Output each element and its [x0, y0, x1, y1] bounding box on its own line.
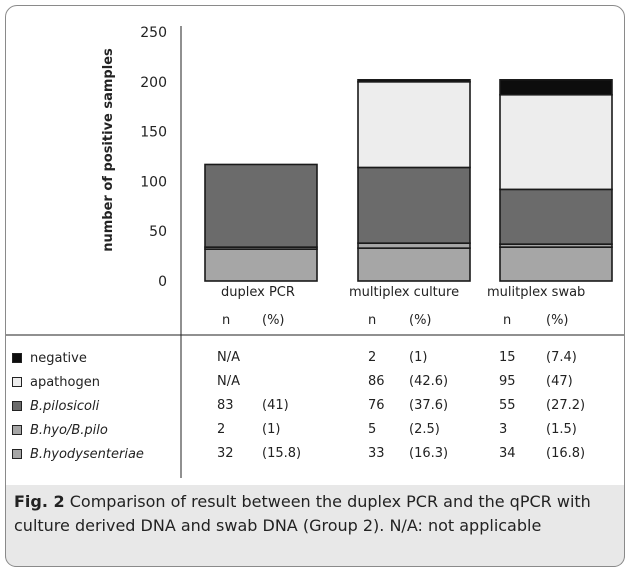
bar-segment	[499, 93, 613, 191]
caption-text: Comparison of result between the duplex …	[14, 492, 591, 535]
legend-item: B.pilosicoli	[12, 397, 99, 415]
table-cell-pct: (15.8)	[262, 446, 302, 461]
table-cell-pct: (1)	[262, 422, 281, 437]
column-header: duplex PCR	[221, 285, 295, 300]
legend-item: apathogen	[12, 373, 100, 391]
figure-caption: Fig. 2 Comparison of result between the …	[14, 490, 614, 538]
table-cell-pct: (2.5)	[409, 422, 440, 437]
column-subheader-pct: (%)	[546, 313, 569, 328]
column-subheader-n: n	[503, 313, 512, 328]
legend-swatch	[12, 401, 22, 411]
table-lines	[6, 32, 624, 478]
legend-item: B.hyo/B.pilo	[12, 421, 108, 439]
table-cell-pct: (47)	[546, 374, 573, 389]
bar-segment	[204, 163, 318, 248]
legend-label: apathogen	[30, 374, 100, 390]
legend-label: B.hyodysenteriae	[30, 446, 144, 462]
table-cell-n: 33	[368, 446, 385, 461]
legend-label: B.hyo/B.pilo	[30, 422, 108, 438]
legend-swatch	[12, 425, 22, 435]
y-axis-label: number of positive samples	[101, 48, 116, 252]
bars	[204, 79, 613, 282]
table-cell-n: 3	[499, 422, 508, 437]
table-cell-n: N/A	[217, 350, 240, 365]
column-subheader-pct: (%)	[409, 313, 432, 328]
y-tick-label: 100	[140, 174, 167, 190]
table-cell-pct: (16.3)	[409, 446, 449, 461]
legend-swatch	[12, 353, 22, 363]
y-tick-label: 250	[140, 25, 167, 41]
column-header: mulitplex swab	[487, 285, 586, 300]
bar-segment	[357, 247, 471, 282]
y-tick-label: 0	[158, 274, 167, 290]
table-cell-n: 34	[499, 446, 516, 461]
table-cell-pct: (27.2)	[546, 398, 586, 413]
table-cell-n: 15	[499, 350, 516, 365]
legend-label: B.pilosicoli	[30, 398, 100, 414]
table-cell-pct: (41)	[262, 398, 289, 413]
table-cell-n: 83	[217, 398, 234, 413]
table-cell-n: 95	[499, 374, 516, 389]
bar-segment	[357, 81, 471, 169]
column-header: multiplex culture	[349, 285, 460, 300]
table-cell-n: 76	[368, 398, 385, 413]
table-cell-n: 2	[368, 350, 377, 365]
y-tick-label: 50	[149, 224, 167, 240]
table-cell-n: 86	[368, 374, 385, 389]
bar-segment	[357, 166, 471, 244]
table-cell-n: 32	[217, 446, 234, 461]
table-cell-n: 2	[217, 422, 226, 437]
legend-item: B.hyodysenteriae	[12, 445, 144, 463]
bar-segment	[499, 188, 613, 245]
legend-swatch	[12, 449, 22, 459]
table-cell-n: 5	[368, 422, 377, 437]
legend-swatch	[12, 377, 22, 387]
table-cell-n: N/A	[217, 374, 240, 389]
table-cell-pct: (1.5)	[546, 422, 577, 437]
column-subheader-pct: (%)	[262, 313, 285, 328]
y-tick-label: 200	[140, 75, 167, 91]
table-cell-pct: (16.8)	[546, 446, 586, 461]
column-subheader-n: n	[222, 313, 231, 328]
bar-segment	[499, 246, 613, 282]
caption-box	[5, 485, 625, 567]
legend-item: negative	[12, 349, 87, 367]
chart-plot: 0 50 100 150 200 250	[6, 25, 624, 478]
table-cell-pct: (1)	[409, 350, 428, 365]
bar-segment	[204, 248, 318, 282]
bar-segment	[499, 79, 613, 96]
caption-label: Fig. 2	[14, 492, 65, 511]
legend-label: negative	[30, 350, 87, 366]
column-subheader-n: n	[368, 313, 377, 328]
bar-segment	[357, 79, 471, 83]
table-cell-pct: (37.6)	[409, 398, 449, 413]
y-axis: 0 50 100 150 200 250	[140, 25, 182, 335]
table-cell-pct: (7.4)	[546, 350, 577, 365]
y-tick-label: 150	[140, 125, 167, 141]
table-cell-n: 55	[499, 398, 516, 413]
table-cell-pct: (42.6)	[409, 374, 449, 389]
